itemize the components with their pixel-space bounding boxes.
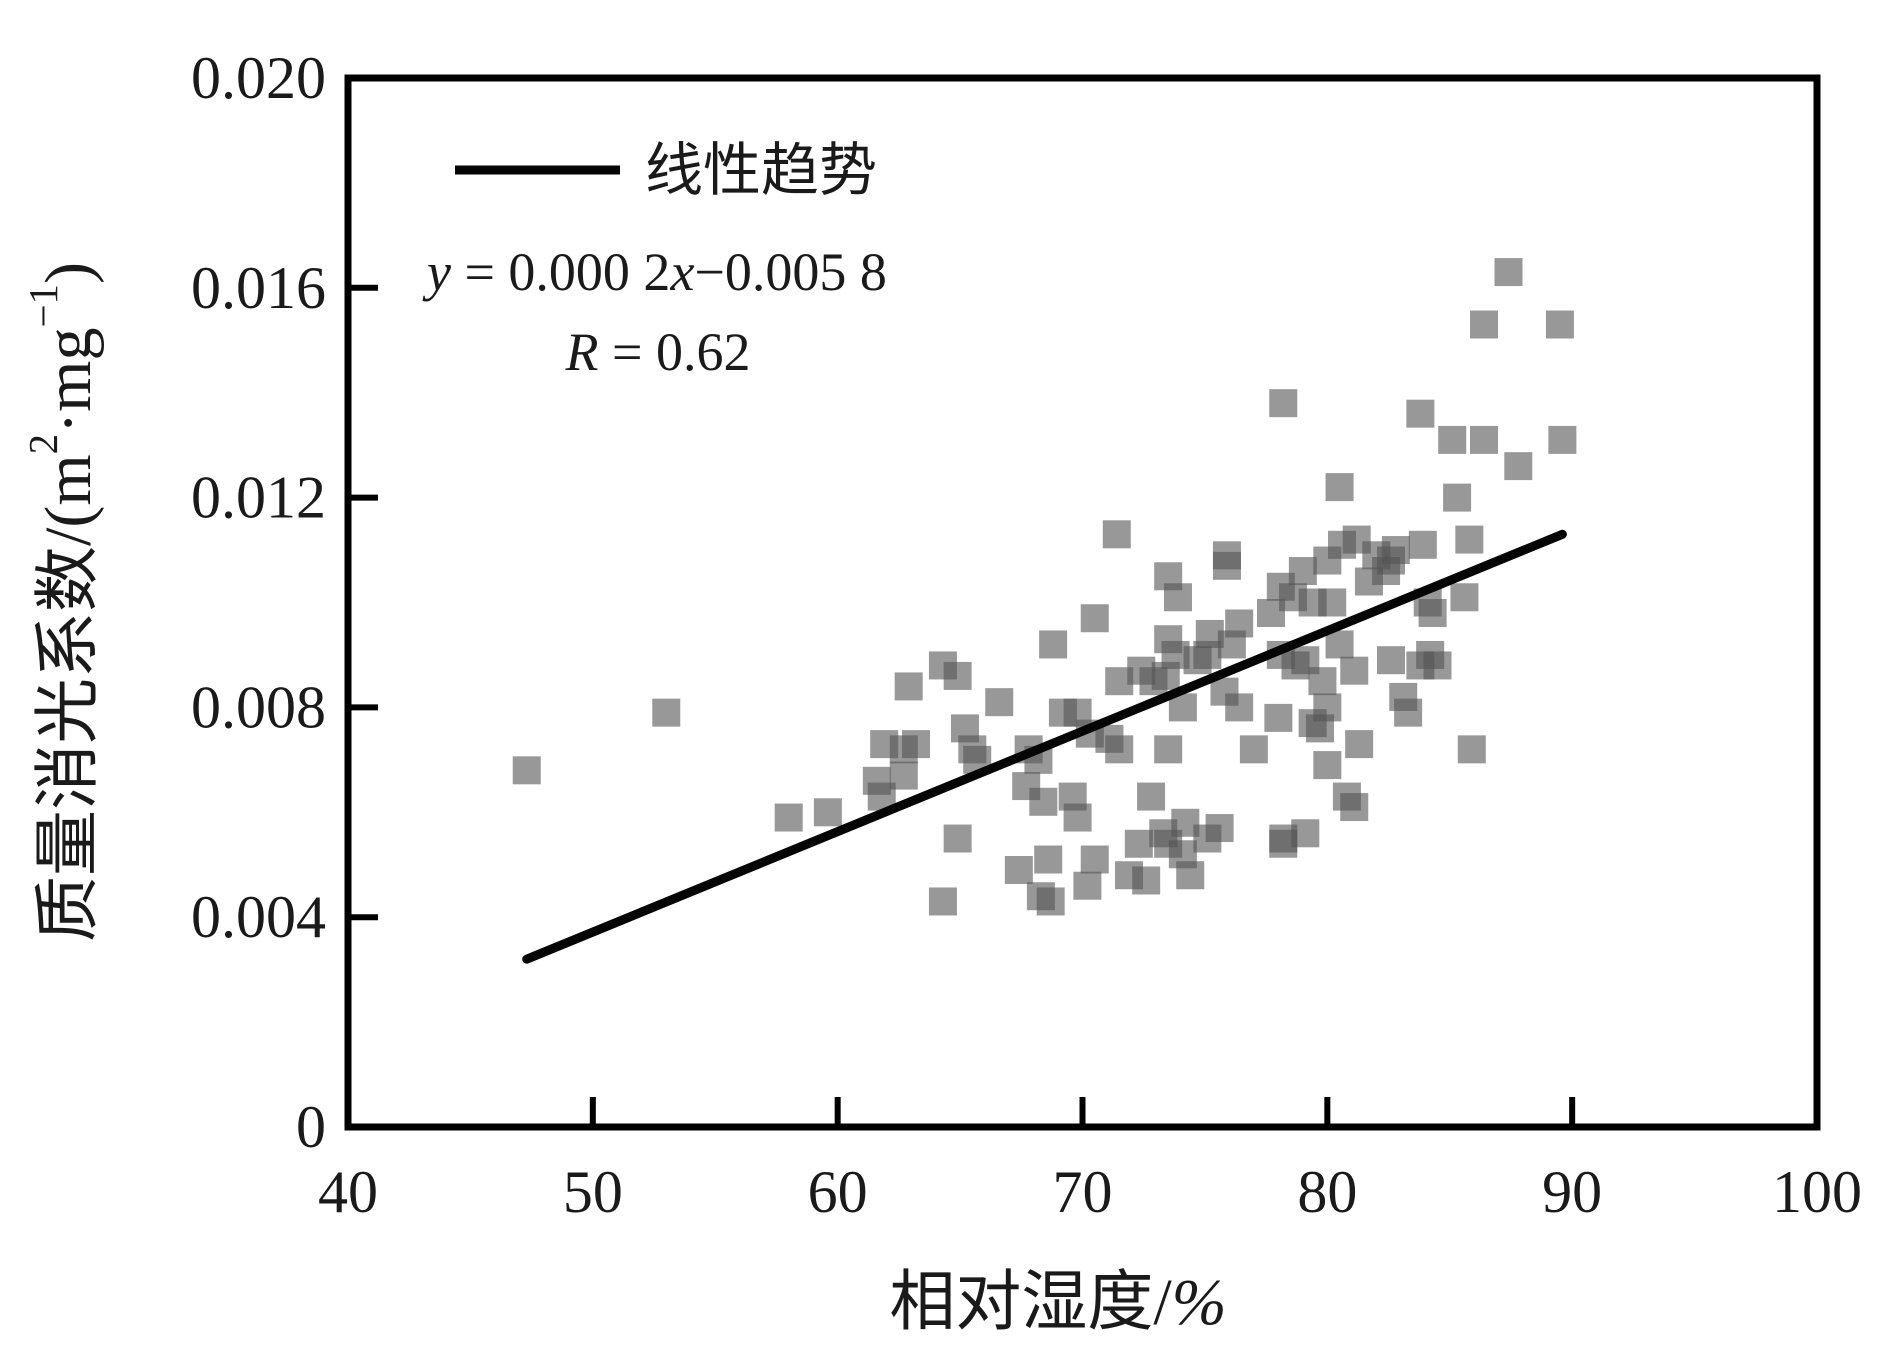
scatter-point [1073,871,1102,900]
scatter-point [1225,609,1254,638]
scatter-point [1269,389,1298,418]
y-tick-label: 0.008 [191,674,326,740]
x-tick-label: 60 [808,1159,868,1225]
trend-line [522,529,1567,964]
x-axis-title: 相对湿度/% [889,1266,1226,1339]
scatter-point [1340,793,1369,822]
scatter-point [1504,452,1533,481]
scatter-point [1325,630,1354,659]
scatter-point [1102,520,1131,549]
scatter-point [894,672,923,701]
scatter-point [1212,541,1241,570]
scatter-point [985,688,1014,717]
scatter-point [1406,399,1435,428]
y-tick-label: 0 [296,1094,326,1160]
scatter-point [1308,667,1337,696]
scatter-point [1548,425,1577,454]
y-tick-label: 0.016 [191,255,326,321]
scatter-point [1163,583,1192,612]
scatter-point [1183,646,1212,675]
scatter-point [1105,735,1134,764]
scatter-point [1124,829,1153,858]
scatter-point [1225,693,1254,722]
scatter-point [1457,735,1486,764]
scatter-point [1039,630,1068,659]
scatter-point [1450,583,1479,612]
scatter-point [1193,824,1222,853]
y-tick-label: 0.012 [191,465,326,531]
scatter-point [889,761,918,790]
scatter-point [1036,887,1065,916]
scatter-point [1394,698,1423,727]
x-tick-label: 90 [1542,1159,1602,1225]
scatter-point [1438,425,1467,454]
scatter-point [1154,735,1183,764]
scatter-point [512,756,541,785]
equation-text: y = 0.000 2x−0.005 8 [422,242,887,302]
scatter-point [1269,829,1298,858]
scatter-point [1408,530,1437,559]
scatter-point [1239,735,1268,764]
scatter-point [1354,567,1383,596]
scatter-point [1313,751,1342,780]
scatter-point [1376,646,1405,675]
scatter-point [1151,661,1180,690]
scatter-point [943,661,972,690]
scatter-point [1340,656,1369,685]
scatter-point [1418,598,1447,627]
scatter-point [1455,525,1484,554]
scatter-point [902,730,931,759]
scatter-point [1313,693,1342,722]
scatter-point [1176,861,1205,890]
scatter-point [1266,572,1295,601]
x-tick-label: 80 [1297,1159,1357,1225]
correlation-text: R = 0.62 [565,322,751,382]
scatter-point [1004,855,1033,884]
x-tick-label: 100 [1772,1159,1862,1225]
scatter-point [1345,730,1374,759]
scatter-point [1080,845,1109,874]
scatter-point [652,698,681,727]
scatter-point [1470,310,1499,339]
scatter-point [1470,425,1499,454]
x-tick-label: 50 [563,1159,623,1225]
scatter-point [813,798,842,827]
scatter-point [774,803,803,832]
y-axis-title: 质量消光系数/(m2​·mg−1​) [20,262,104,942]
x-tick-label: 70 [1053,1159,1113,1225]
y-tick-label: 0.004 [191,884,326,950]
scatter-point [1494,258,1523,287]
legend-label: 线性趋势 [645,138,877,203]
scatter-point [1545,310,1574,339]
scatter-point [1257,598,1286,627]
scatter-point [1325,473,1354,502]
scatter-point [1318,588,1347,617]
scatter-point [1029,787,1058,816]
scatter-point [1264,703,1293,732]
scatter-point [1423,651,1452,680]
y-tick-label: 0.020 [191,45,326,111]
scatter-point [1132,866,1161,895]
scatter-point [1443,483,1472,512]
x-tick-label: 40 [318,1159,378,1225]
scatter-point [1137,782,1166,811]
scatter-point [1381,536,1410,565]
scatter-point [943,824,972,853]
scatter-point [1080,604,1109,633]
scatter-point [1034,845,1063,874]
scatter-point [928,887,957,916]
scatter-point [1063,803,1092,832]
